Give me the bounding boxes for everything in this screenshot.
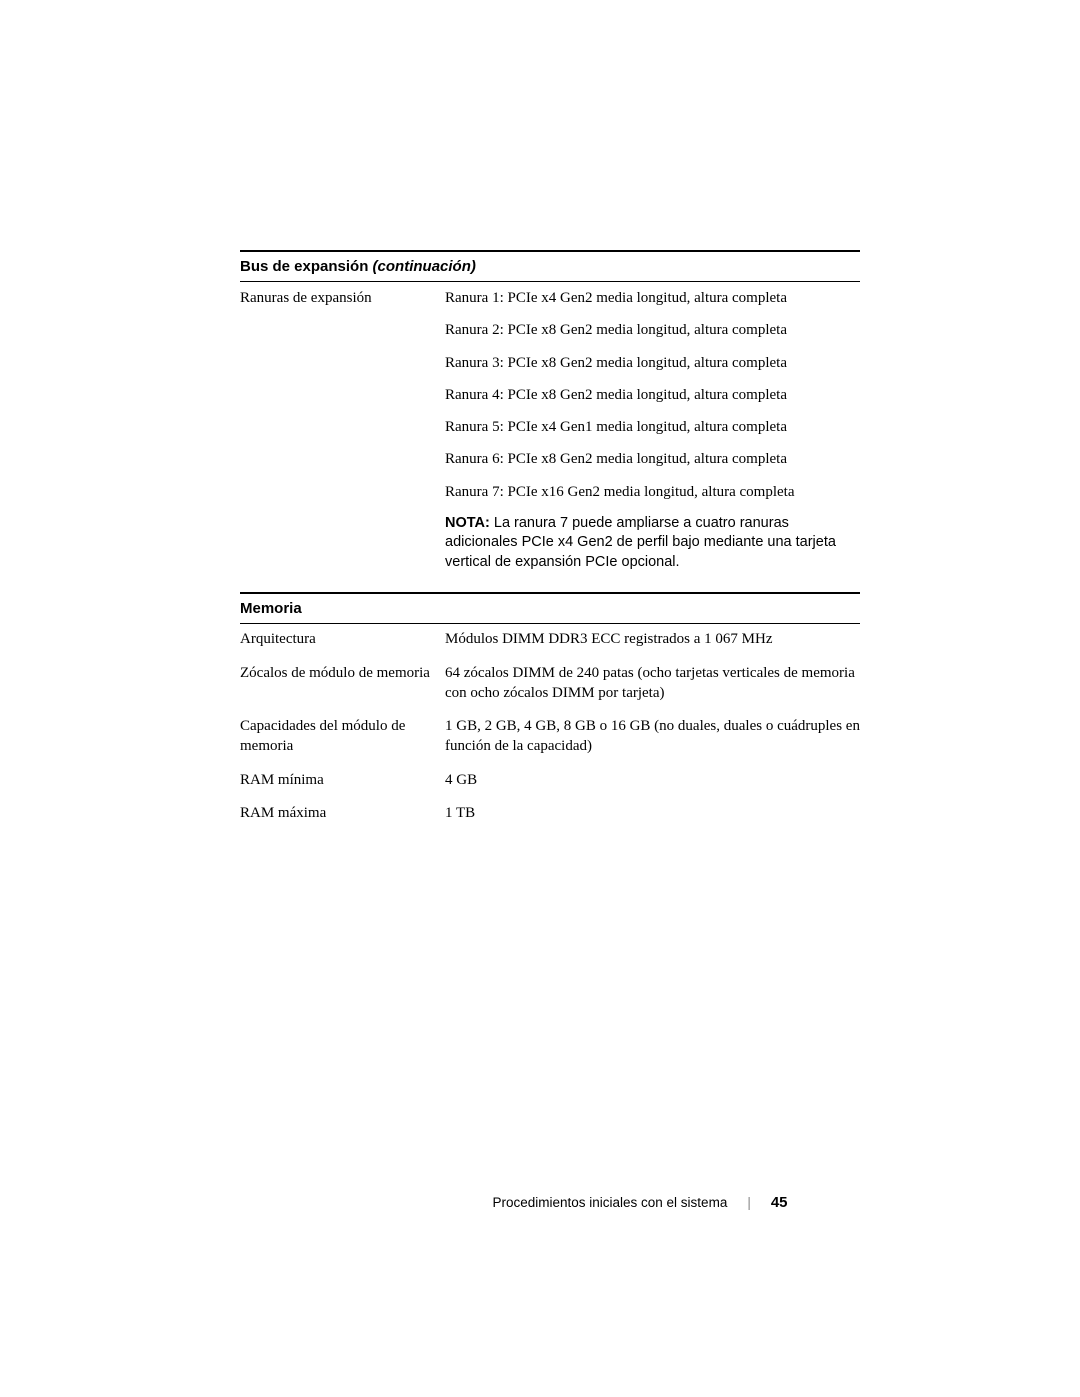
section-title-memory: Memoria	[240, 600, 302, 617]
memory-row-value: 1 GB, 2 GB, 4 GB, 8 GB o 16 GB (no duale…	[445, 716, 860, 757]
slot-entry: Ranura 4: PCIe x8 Gen2 media longitud, a…	[445, 385, 860, 405]
slot-entry: Ranura 1: PCIe x4 Gen2 media longitud, a…	[445, 288, 860, 308]
section-header-expansion: Bus de expansión (continuación)	[240, 250, 860, 282]
page-footer: Procedimientos iniciales con el sistema …	[0, 1194, 1080, 1212]
footer-page-number: 45	[771, 1194, 788, 1211]
memory-row-value: 64 zócalos DIMM de 240 patas (ocho tarje…	[445, 663, 860, 704]
slot-entry: Ranura 3: PCIe x8 Gen2 media longitud, a…	[445, 353, 860, 373]
page-content: Bus de expansión (continuación) Ranuras …	[0, 0, 1080, 831]
memory-row-value: 4 GB	[445, 770, 860, 790]
memory-row: Capacidades del módulo de memoria 1 GB, …	[240, 711, 860, 765]
note-block: NOTA: La ranura 7 puede ampliarse a cuat…	[445, 514, 860, 573]
section-header-memory: Memoria	[240, 592, 860, 624]
memory-row: Arquitectura Módulos DIMM DDR3 ECC regis…	[240, 624, 860, 657]
memory-row: RAM mínima 4 GB	[240, 765, 860, 798]
footer-separator: |	[747, 1195, 751, 1210]
slot-entry: Ranura 5: PCIe x4 Gen1 media longitud, a…	[445, 417, 860, 437]
slot-entry: Ranura 7: PCIe x16 Gen2 media longitud, …	[445, 482, 860, 502]
slot-entry: Ranura 6: PCIe x8 Gen2 media longitud, a…	[445, 449, 860, 469]
memory-row-label: Capacidades del módulo de memoria	[240, 716, 445, 757]
slot-entry: Ranura 2: PCIe x8 Gen2 media longitud, a…	[445, 320, 860, 340]
memory-row-label: Arquitectura	[240, 629, 445, 649]
section-title-prefix: Bus de expansión	[240, 258, 373, 275]
expansion-row-value: Ranura 1: PCIe x4 Gen2 media longitud, a…	[445, 288, 860, 586]
expansion-row: Ranuras de expansión Ranura 1: PCIe x4 G…	[240, 282, 860, 592]
memory-row: Zócalos de módulo de memoria 64 zócalos …	[240, 658, 860, 712]
memory-row: RAM máxima 1 TB	[240, 798, 860, 831]
footer-text: Procedimientos iniciales con el sistema	[492, 1195, 727, 1210]
footer-inner: Procedimientos iniciales con el sistema …	[292, 1194, 787, 1211]
memory-row-value: Módulos DIMM DDR3 ECC registrados a 1 06…	[445, 629, 860, 649]
memory-row-label: RAM máxima	[240, 803, 445, 823]
section-title-suffix: (continuación)	[373, 258, 476, 275]
expansion-row-label: Ranuras de expansión	[240, 288, 445, 586]
memory-row-value: 1 TB	[445, 803, 860, 823]
memory-row-label: Zócalos de módulo de memoria	[240, 663, 445, 704]
memory-row-label: RAM mínima	[240, 770, 445, 790]
note-label: NOTA:	[445, 515, 494, 531]
note-text: La ranura 7 puede ampliarse a cuatro ran…	[445, 515, 836, 570]
